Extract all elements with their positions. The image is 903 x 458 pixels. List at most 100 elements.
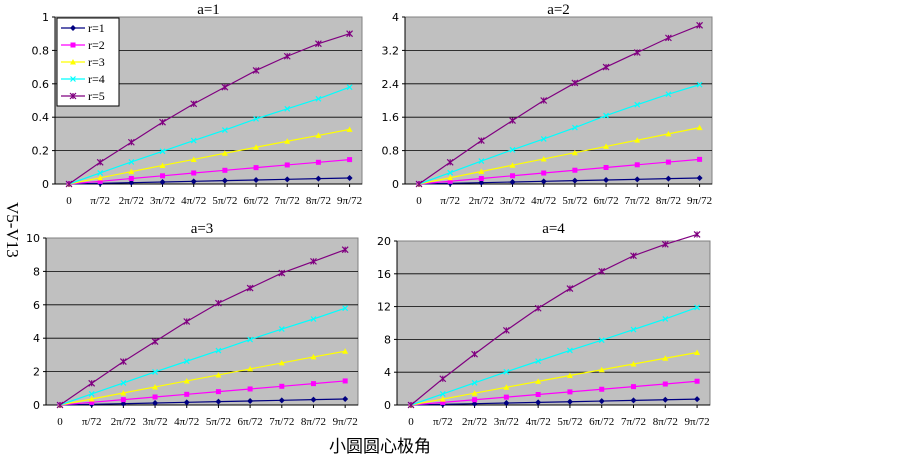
x-axis-label: 小圆圆心极角	[329, 437, 431, 457]
x-tick-label: 0	[57, 416, 63, 428]
data-point	[159, 118, 166, 126]
x-tick-label: 0	[416, 195, 422, 207]
data-point	[190, 137, 197, 144]
x-tick-label: 3π/72	[142, 416, 167, 428]
data-point	[278, 397, 285, 404]
data-point	[252, 67, 260, 74]
data-point	[415, 180, 423, 188]
data-point	[598, 267, 606, 275]
data-point	[247, 336, 254, 343]
data-point	[215, 347, 222, 354]
data-point	[96, 158, 104, 166]
data-point	[315, 159, 321, 165]
data-point	[694, 378, 700, 384]
data-point	[603, 143, 610, 149]
data-point	[97, 178, 103, 184]
series-line-r=1	[418, 177, 700, 185]
y-tick-label: 0.4	[32, 111, 50, 124]
data-point	[696, 81, 703, 88]
y-tick-label: 8	[33, 265, 40, 278]
data-point	[278, 269, 286, 277]
chart-panel-3: 0 2 4 6 8 10 0 π/72 2π/72 3π/72 4π/72 5π/72 6π/72 7π/…	[26, 221, 359, 428]
data-point	[310, 257, 317, 265]
data-point	[447, 178, 453, 184]
y-tick-label: 0	[384, 399, 391, 412]
data-point	[159, 148, 166, 155]
data-point	[503, 384, 510, 390]
data-point	[665, 175, 672, 182]
data-point	[183, 358, 190, 365]
data-point	[572, 167, 578, 173]
y-tick-label: 1.6	[382, 111, 400, 124]
data-point	[310, 396, 317, 403]
data-point	[630, 326, 637, 333]
data-point	[571, 177, 578, 184]
data-point	[630, 361, 637, 367]
data-point	[346, 30, 354, 38]
data-point	[665, 159, 671, 165]
data-point	[159, 162, 166, 168]
x-tick-label: 8π/72	[653, 416, 678, 428]
data-point	[119, 358, 127, 366]
data-point	[190, 100, 198, 108]
x-tick-label: 2π/72	[462, 416, 487, 428]
legend-marker	[70, 59, 76, 65]
data-point	[315, 132, 322, 138]
data-point	[310, 381, 316, 387]
x-tick-label: 7π/72	[275, 195, 300, 207]
series-line-r=5	[410, 233, 698, 406]
data-point	[278, 359, 285, 366]
data-point	[566, 285, 574, 292]
data-point	[279, 383, 285, 389]
data-point	[222, 167, 228, 173]
x-tick-label: 2π/72	[469, 195, 494, 207]
data-point	[439, 375, 447, 383]
data-point	[342, 378, 348, 384]
data-point	[315, 95, 322, 102]
data-point	[541, 170, 547, 176]
x-tick-label: 8π/72	[301, 416, 326, 428]
data-point	[346, 126, 353, 132]
y-tick-label: 2	[33, 366, 40, 379]
data-point	[447, 174, 454, 181]
x-tick-label: π/72	[90, 195, 110, 207]
data-point	[471, 350, 478, 358]
legend-marker	[70, 25, 76, 31]
data-point	[665, 91, 672, 98]
data-point	[253, 176, 260, 183]
x-tick-label: 3π/72	[500, 195, 525, 207]
data-point	[571, 149, 578, 156]
data-point	[221, 127, 228, 133]
data-point	[447, 169, 454, 176]
y-tick-label: 2.4	[382, 78, 400, 91]
data-point	[509, 178, 516, 185]
data-point	[598, 366, 605, 373]
data-point	[88, 391, 95, 397]
data-point	[247, 397, 254, 404]
x-tick-label: 3π/72	[494, 416, 519, 428]
legend-label: r=1	[88, 21, 105, 35]
x-tick-label: 9π/72	[687, 195, 712, 207]
data-point	[221, 83, 229, 91]
data-point	[571, 124, 578, 131]
data-point	[567, 389, 573, 395]
x-tick-label: 0	[408, 416, 414, 428]
y-tick-label: 16	[377, 268, 391, 281]
data-point	[503, 368, 510, 375]
series-line-r=3	[68, 128, 350, 185]
y-tick-label: 0	[392, 178, 399, 191]
series-line-r=2	[59, 380, 346, 406]
data-point	[535, 378, 542, 384]
data-point	[128, 168, 135, 175]
data-point	[120, 397, 126, 403]
data-point	[342, 305, 349, 312]
legend-label: r=5	[88, 89, 105, 103]
data-point	[540, 97, 548, 104]
data-point	[478, 158, 485, 164]
data-point	[566, 398, 573, 405]
data-point	[246, 284, 254, 292]
data-point	[152, 399, 159, 406]
y-tick-label: 4	[33, 332, 40, 345]
data-point	[602, 63, 610, 71]
